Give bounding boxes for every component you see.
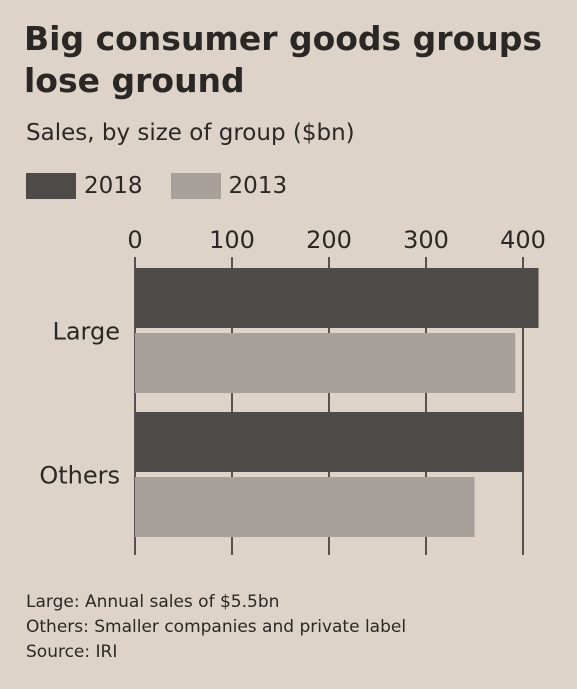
chart-subtitle: Sales, by size of group ($bn) [26,120,355,146]
category-label-others: Others [39,462,120,490]
bar-large-2013 [135,333,516,393]
legend-item-2013: 2013 [170,173,288,199]
legend-swatch-2018 [26,173,76,199]
category-label-large: Large [52,318,120,346]
legend: 2018 2013 [26,168,305,204]
x-tick-label-300: 300 [403,226,449,254]
bar-large-2018 [135,268,539,328]
x-tick-label-0: 0 [127,226,142,254]
footnotes: Large: Annual sales of $5.5bn Others: Sm… [26,590,406,665]
x-tick-label-100: 100 [209,226,255,254]
chart-title: Big consumer goods groups lose ground [24,19,543,100]
x-tick-label-400: 400 [500,226,546,254]
legend-label-2013: 2013 [228,173,288,199]
legend-item-2018: 2018 [26,173,143,199]
x-tick-label-200: 200 [306,226,352,254]
footnote-large: Large: Annual sales of $5.5bn [26,592,280,612]
footnote-others: Others: Smaller companies and private la… [26,617,407,637]
bar-others-2018 [135,412,524,472]
legend-label-2018: 2018 [84,173,143,199]
legend-swatch-2013 [170,173,221,199]
source-note: Source: IRI [26,642,118,662]
bar-others-2013 [135,477,475,537]
bar-chart: 0 100 200 300 400 Large Others [39,226,546,555]
